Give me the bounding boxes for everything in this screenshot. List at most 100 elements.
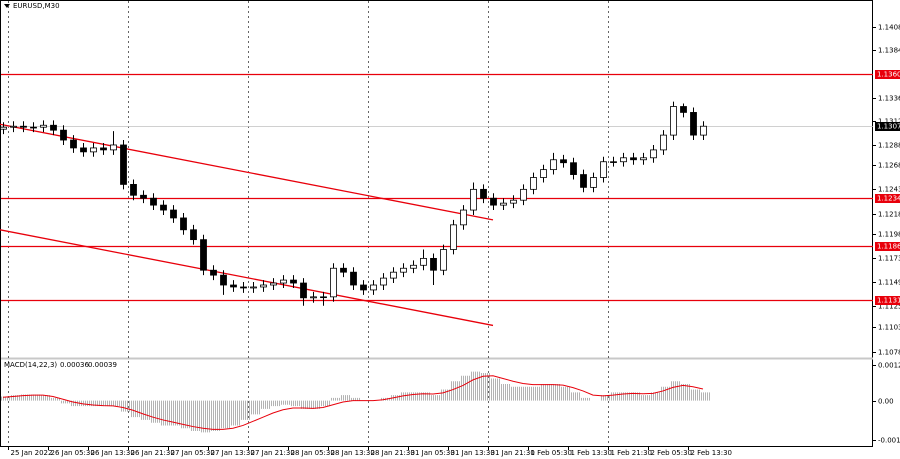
candle-body (101, 148, 107, 150)
candle-body (501, 203, 507, 205)
candle-body (231, 285, 237, 287)
panel-splitter (1, 358, 873, 360)
candle-body (341, 268, 347, 272)
x-tick-label: 31 Jan 21:30 (491, 449, 535, 457)
candle-body (401, 268, 407, 272)
candle-body (161, 205, 167, 210)
candle-body (461, 210, 467, 225)
last-price-label: 1.1307 (877, 123, 900, 131)
candle-body (111, 145, 117, 150)
candle-body (81, 148, 87, 152)
candle-body (451, 225, 457, 250)
indicator-value: 0.00036 (60, 361, 89, 369)
chart: EURUSD,M30 25 Jan 202226 Jan 05:3026 Jan… (0, 0, 900, 459)
candle-body (441, 250, 447, 271)
x-tick-label: 2 Feb 13:30 (691, 449, 732, 457)
candle-body (481, 189, 487, 198)
candle-body (581, 175, 587, 188)
candle-body (141, 195, 147, 198)
candle-body (571, 163, 577, 175)
x-tick-label: 26 Jan 05:30 (51, 449, 95, 457)
level-label: 1.1186 (877, 243, 900, 251)
indicator-value: 0.00039 (88, 361, 117, 369)
candle-body (431, 258, 437, 270)
candle-body (321, 297, 327, 298)
y-tick-label: 1.1288 (878, 142, 900, 150)
candle-body (1, 127, 7, 129)
indicator-label: MACD(14,22,3) (4, 361, 57, 369)
candle-body (361, 285, 367, 290)
x-tick-label: 27 Jan 21:30 (251, 449, 295, 457)
candle-body (391, 272, 397, 278)
x-tick-label: 25 Jan 2022 (11, 449, 53, 457)
y-tick-label: 1.1103 (878, 324, 900, 332)
candle-body (491, 198, 497, 205)
candle-body (621, 158, 627, 162)
chart-title: EURUSD,M30 (13, 2, 60, 10)
candle-body (271, 283, 277, 285)
candle-body (201, 240, 207, 271)
candle-body (61, 130, 67, 140)
plot-frame (1, 1, 873, 447)
candle-body (631, 158, 637, 160)
candle-body (471, 189, 477, 210)
candle-body (291, 280, 297, 283)
candle-body (611, 162, 617, 163)
candle-body (41, 125, 47, 127)
candle-body (211, 270, 217, 275)
x-tick-label: 1 Feb 13:30 (571, 449, 612, 457)
y-tick-label: 1.1408 (878, 24, 900, 32)
candle-body (701, 126, 707, 135)
candle-body (411, 265, 417, 268)
candle-body (301, 283, 307, 298)
candle-body (691, 112, 697, 135)
candle-body (541, 170, 547, 178)
candle-body (71, 140, 77, 148)
candle-body (591, 178, 597, 188)
y-tick-label: 1.1243 (878, 186, 900, 194)
y-tick-label: 1.1384 (878, 47, 900, 55)
x-tick-label: 26 Jan 13:30 (91, 449, 135, 457)
x-tick-label: 1 Feb 21:30 (611, 449, 652, 457)
candle-body (421, 258, 427, 265)
page: {"chart_data": { "type": "candlestick", … (0, 0, 900, 459)
x-tick-label: 1 Feb 05:30 (531, 449, 572, 457)
candle-body (31, 127, 37, 128)
candle-body (531, 178, 537, 190)
candle-body (131, 184, 137, 195)
y-tick-label: 1.1078 (878, 349, 900, 357)
candle-body (181, 218, 187, 230)
y-tick-label: 1.1149 (878, 279, 900, 287)
candle-body (511, 200, 517, 203)
candle-body (241, 287, 247, 288)
level-label: 1.1234 (877, 195, 900, 203)
candle-body (381, 278, 387, 285)
x-tick-label: 26 Jan 21:30 (131, 449, 175, 457)
y-tick-label: 1.1173 (878, 255, 900, 263)
candle-body (251, 287, 257, 288)
candle-body (221, 275, 227, 285)
candle-body (121, 145, 127, 184)
x-tick-label: 31 Jan 05:30 (411, 449, 455, 457)
candle-body (661, 135, 667, 150)
candle-body (561, 160, 567, 163)
y2-tick-label: -0.00143 (878, 437, 900, 445)
x-tick-label: 28 Jan 13:30 (331, 449, 375, 457)
y2-tick-label: 0.00129 (878, 362, 900, 370)
candle-body (521, 189, 527, 200)
candle-body (351, 272, 357, 285)
candle-body (671, 107, 677, 136)
y-tick-label: 1.1268 (878, 162, 900, 170)
candle-body (281, 280, 287, 283)
x-tick-label: 28 Jan 21:30 (371, 449, 415, 457)
candle-body (191, 230, 197, 240)
candle-body (21, 126, 27, 127)
y2-tick-label: 0.00 (878, 398, 894, 406)
level-label: 1.1360 (877, 71, 900, 79)
candle-body (331, 268, 337, 297)
y-tick-label: 1.1218 (878, 211, 900, 219)
x-tick-label: 28 Jan 05:30 (291, 449, 335, 457)
candle-body (11, 126, 17, 127)
candle-body (551, 160, 557, 170)
candle-body (91, 148, 97, 152)
